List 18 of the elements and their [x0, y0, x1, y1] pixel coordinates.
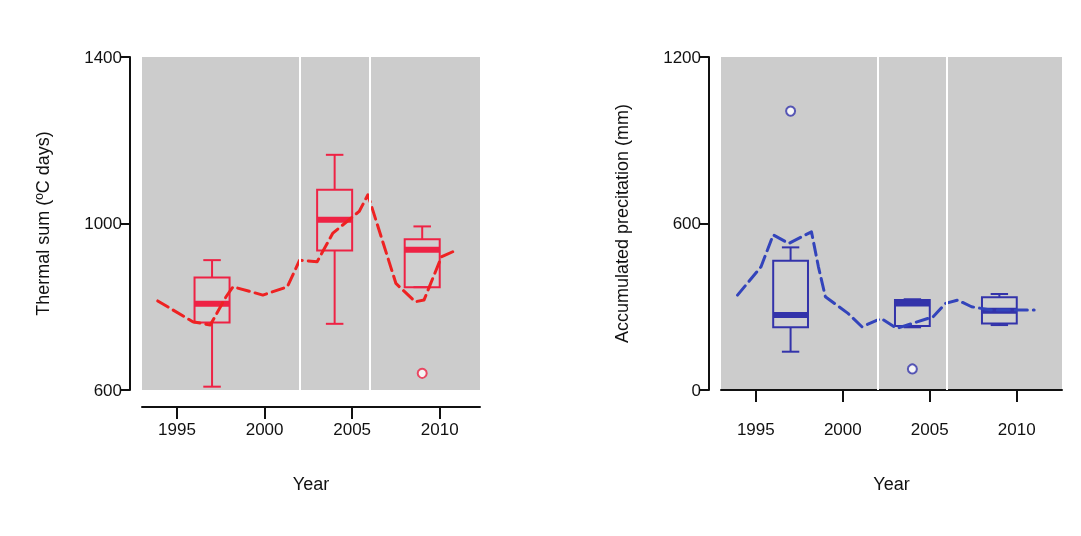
x-tick-label: 2010	[997, 420, 1036, 439]
x-tick-label: 2005	[333, 420, 372, 439]
line-series	[736, 230, 1036, 330]
y-tick-label: 1200	[663, 47, 701, 67]
x-tick-label: 2000	[823, 420, 862, 439]
x-tick-label: 2005	[910, 420, 949, 439]
x-tick-label: 1995	[158, 420, 196, 439]
y-axis-title: Accumulated precitation (mm)	[612, 103, 632, 344]
x-tick-label: 2010	[420, 420, 459, 439]
x-axis-title: Year	[873, 474, 910, 494]
x-tick-label: 2000	[245, 420, 284, 439]
x-axis-title: Year	[292, 474, 330, 494]
x-tick-label: 1995	[736, 420, 775, 439]
y-tick-label: 600	[672, 214, 701, 233]
y-tick-label: 1000	[84, 214, 122, 233]
y-axis-title: Thermal sum (ºC days)	[33, 131, 53, 316]
y-tick-label: 1400	[84, 47, 122, 67]
y-tick-label: 600	[93, 380, 122, 400]
